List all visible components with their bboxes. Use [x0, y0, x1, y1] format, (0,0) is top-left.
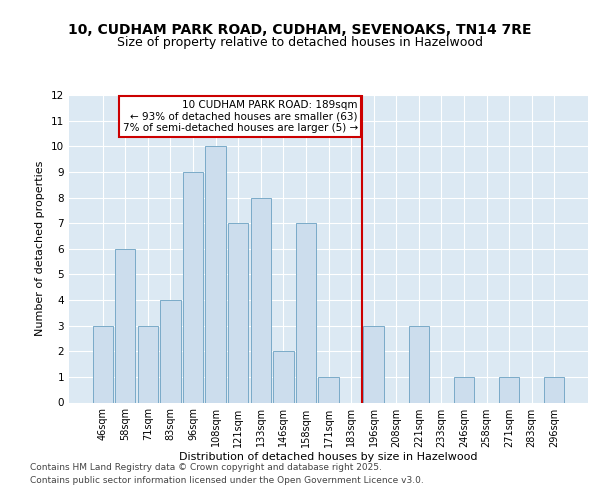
- Bar: [160, 300, 181, 402]
- Text: Size of property relative to detached houses in Hazelwood: Size of property relative to detached ho…: [117, 36, 483, 49]
- Text: Contains HM Land Registry data © Crown copyright and database right 2025.: Contains HM Land Registry data © Crown c…: [30, 464, 382, 472]
- Bar: [296, 223, 316, 402]
- Bar: [364, 326, 384, 402]
- Bar: [273, 351, 293, 403]
- Bar: [409, 326, 429, 402]
- Text: Contains public sector information licensed under the Open Government Licence v3: Contains public sector information licen…: [30, 476, 424, 485]
- Bar: [454, 377, 474, 402]
- Bar: [228, 223, 248, 402]
- Bar: [319, 377, 338, 402]
- Bar: [251, 198, 271, 402]
- Bar: [92, 326, 113, 402]
- Bar: [138, 326, 158, 402]
- Bar: [205, 146, 226, 403]
- Bar: [544, 377, 565, 402]
- Text: 10 CUDHAM PARK ROAD: 189sqm
← 93% of detached houses are smaller (63)
7% of semi: 10 CUDHAM PARK ROAD: 189sqm ← 93% of det…: [122, 100, 358, 134]
- Bar: [115, 248, 136, 402]
- Bar: [183, 172, 203, 402]
- Text: 10, CUDHAM PARK ROAD, CUDHAM, SEVENOAKS, TN14 7RE: 10, CUDHAM PARK ROAD, CUDHAM, SEVENOAKS,…: [68, 22, 532, 36]
- Bar: [499, 377, 519, 402]
- Y-axis label: Number of detached properties: Number of detached properties: [35, 161, 46, 336]
- X-axis label: Distribution of detached houses by size in Hazelwood: Distribution of detached houses by size …: [179, 452, 478, 462]
